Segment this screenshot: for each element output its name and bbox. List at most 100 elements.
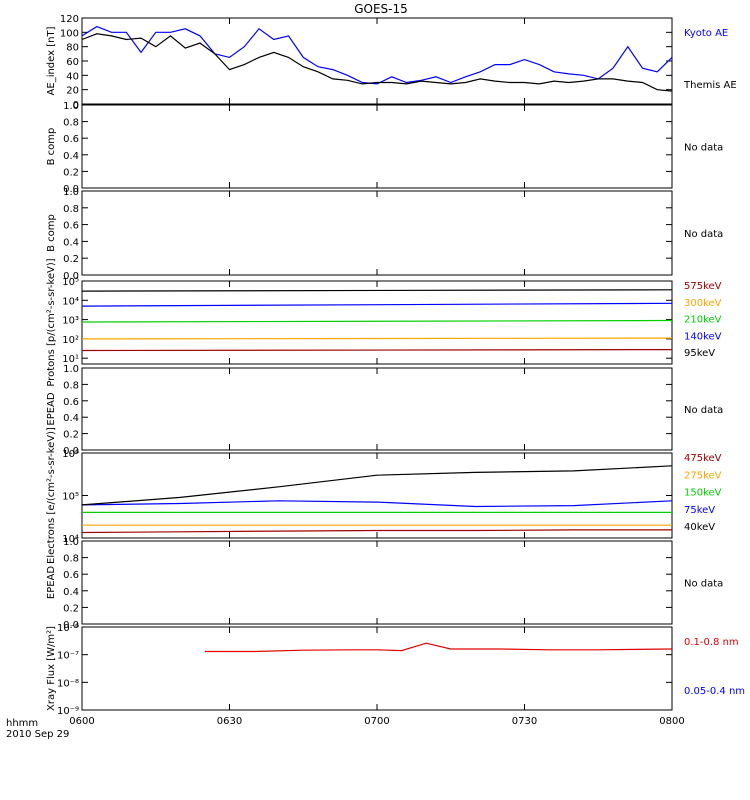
series-line xyxy=(81,465,673,506)
x-tick-label: 0700 xyxy=(364,716,389,727)
panel-3: 0.0 0.2 0.4 0.6 0.8 1.0 B comp No data xyxy=(46,187,723,282)
legend-label: Themis AE xyxy=(683,80,737,91)
panel-frame xyxy=(81,104,673,189)
y-axis-label: Protons [p/(cm²-s-sr-keV)] xyxy=(46,258,57,386)
y-tick-label: 0.2 xyxy=(63,430,79,441)
y-tick-label: 0 xyxy=(73,100,79,111)
y-tick-label: 0.8 xyxy=(63,204,79,215)
panel-frame xyxy=(81,190,673,276)
y-tick-label: 0.0 xyxy=(63,620,79,631)
y-tick-label: 0.4 xyxy=(63,587,79,598)
legend-label: 95keV xyxy=(684,348,715,359)
x-tick-label: 0800 xyxy=(659,716,684,727)
y-axis-label: B comp xyxy=(46,214,57,252)
panel-7: 0.0 0.2 0.4 0.6 0.8 1.0 EPEAD No data xyxy=(46,537,723,631)
panel-frame xyxy=(81,280,673,365)
y-axis-label: EPEAD xyxy=(46,566,57,600)
x-tick-label: 0600 xyxy=(69,716,94,727)
legend-label: 575keV xyxy=(684,281,722,292)
y-tick-label: 0.4 xyxy=(63,237,79,248)
legend-label: 210keV xyxy=(684,315,722,326)
series-line xyxy=(81,289,673,292)
series-line xyxy=(81,500,673,508)
y-tick-label: 0.4 xyxy=(63,151,79,162)
y-tick-label: 10⁶ xyxy=(62,449,79,460)
no-data-label: No data xyxy=(684,229,723,240)
legend-label: 475keV xyxy=(684,453,722,464)
y-tick-label: 10⁵ xyxy=(62,492,79,503)
x-axis-date: 2010 Sep 29 xyxy=(6,729,69,740)
y-tick-label: 10⁵ xyxy=(62,277,79,288)
panel-frame xyxy=(81,367,673,451)
legend-label: 0.1-0.8 nm xyxy=(684,637,739,648)
y-tick-label: 120 xyxy=(60,14,79,25)
y-tick-label: 0.2 xyxy=(63,603,79,614)
y-tick-label: 10⁴ xyxy=(62,534,79,545)
panel-4: 10¹ 10² 10³ 10⁴ 10⁵ Protons [p/(cm²-s-sr-keV)… xyxy=(46,258,722,386)
y-tick-label: 0.0 xyxy=(63,271,79,282)
panel-2: 0.0 0.2 0.4 0.6 0.8 1.0 B comp No data xyxy=(46,101,723,195)
series-line xyxy=(81,529,672,534)
y-tick-label: 100 xyxy=(60,28,79,39)
x-tick-label: 0630 xyxy=(217,716,242,727)
legend-label: 300keV xyxy=(684,298,722,309)
panel-frame xyxy=(81,626,673,711)
y-tick-label: 40 xyxy=(66,71,79,82)
chart-title: GOES-15 xyxy=(354,2,408,16)
y-axis-label: AE_index [nT] xyxy=(46,26,57,95)
y-tick-label: 10⁻⁶ xyxy=(57,623,79,634)
y-tick-label: 10⁻⁹ xyxy=(57,706,79,717)
y-tick-label: 10³ xyxy=(62,316,79,327)
y-tick-label: 0.8 xyxy=(63,380,79,391)
no-data-label: No data xyxy=(684,579,723,590)
series-line xyxy=(81,33,673,92)
x-tick-label: 0730 xyxy=(512,716,537,727)
y-tick-label: 0.6 xyxy=(63,397,79,408)
y-tick-label: 0.2 xyxy=(63,254,79,265)
y-tick-label: 0.2 xyxy=(63,167,79,178)
y-tick-label: 0.6 xyxy=(63,570,79,581)
series-line xyxy=(81,25,673,85)
y-axis-label: EPEAD xyxy=(46,392,57,426)
y-axis-label: Electrons [e/(cm²-s-sr-keV)] xyxy=(46,427,57,564)
y-tick-label: 10⁴ xyxy=(62,296,79,307)
y-tick-label: 1.0 xyxy=(63,101,79,112)
y-tick-label: 0.8 xyxy=(63,118,79,129)
legend-label: 0.05-0.4 nm xyxy=(684,686,745,697)
legend-label: 75keV xyxy=(684,505,715,516)
series-line xyxy=(81,349,673,352)
y-tick-label: 80 xyxy=(66,43,79,54)
series-line xyxy=(81,319,673,323)
no-data-label: No data xyxy=(684,405,723,416)
y-tick-label: 1.0 xyxy=(63,187,79,198)
panel-frame xyxy=(81,17,673,105)
x-axis-label: hhmm xyxy=(6,718,38,729)
y-axis-label: B comp xyxy=(46,128,57,166)
panel-6: 10⁴ 10⁵ 10⁶ Electrons [e/(cm²-s-sr-keV)] 475… xyxy=(46,427,722,564)
y-tick-label: 0.6 xyxy=(63,134,79,145)
y-tick-label: 10⁻⁷ xyxy=(57,651,79,662)
y-tick-label: 0.0 xyxy=(63,446,79,457)
y-tick-label: 0.4 xyxy=(63,413,79,424)
series-line xyxy=(81,337,673,340)
y-tick-label: 20 xyxy=(66,86,79,97)
y-tick-label: 10² xyxy=(62,335,79,346)
y-tick-label: 60 xyxy=(66,57,79,68)
y-tick-label: 1.0 xyxy=(63,364,79,375)
legend-label: 140keV xyxy=(684,331,722,342)
series-line xyxy=(81,302,673,307)
y-tick-label: 0.0 xyxy=(63,184,79,195)
y-tick-label: 10¹ xyxy=(62,354,79,365)
y-tick-label: 0.6 xyxy=(63,221,79,232)
y-tick-label: 10⁻⁸ xyxy=(57,678,79,689)
legend-label: 275keV xyxy=(684,470,722,481)
legend-label: 150keV xyxy=(684,488,722,499)
panel-5: 0.0 0.2 0.4 0.6 0.8 1.0 EPEAD No data xyxy=(46,364,723,457)
y-tick-label: 1.0 xyxy=(63,537,79,548)
y-tick-label: 0.8 xyxy=(63,554,79,565)
legend-label: 40keV xyxy=(684,522,715,533)
legend-label: Kyoto AE xyxy=(684,28,728,39)
